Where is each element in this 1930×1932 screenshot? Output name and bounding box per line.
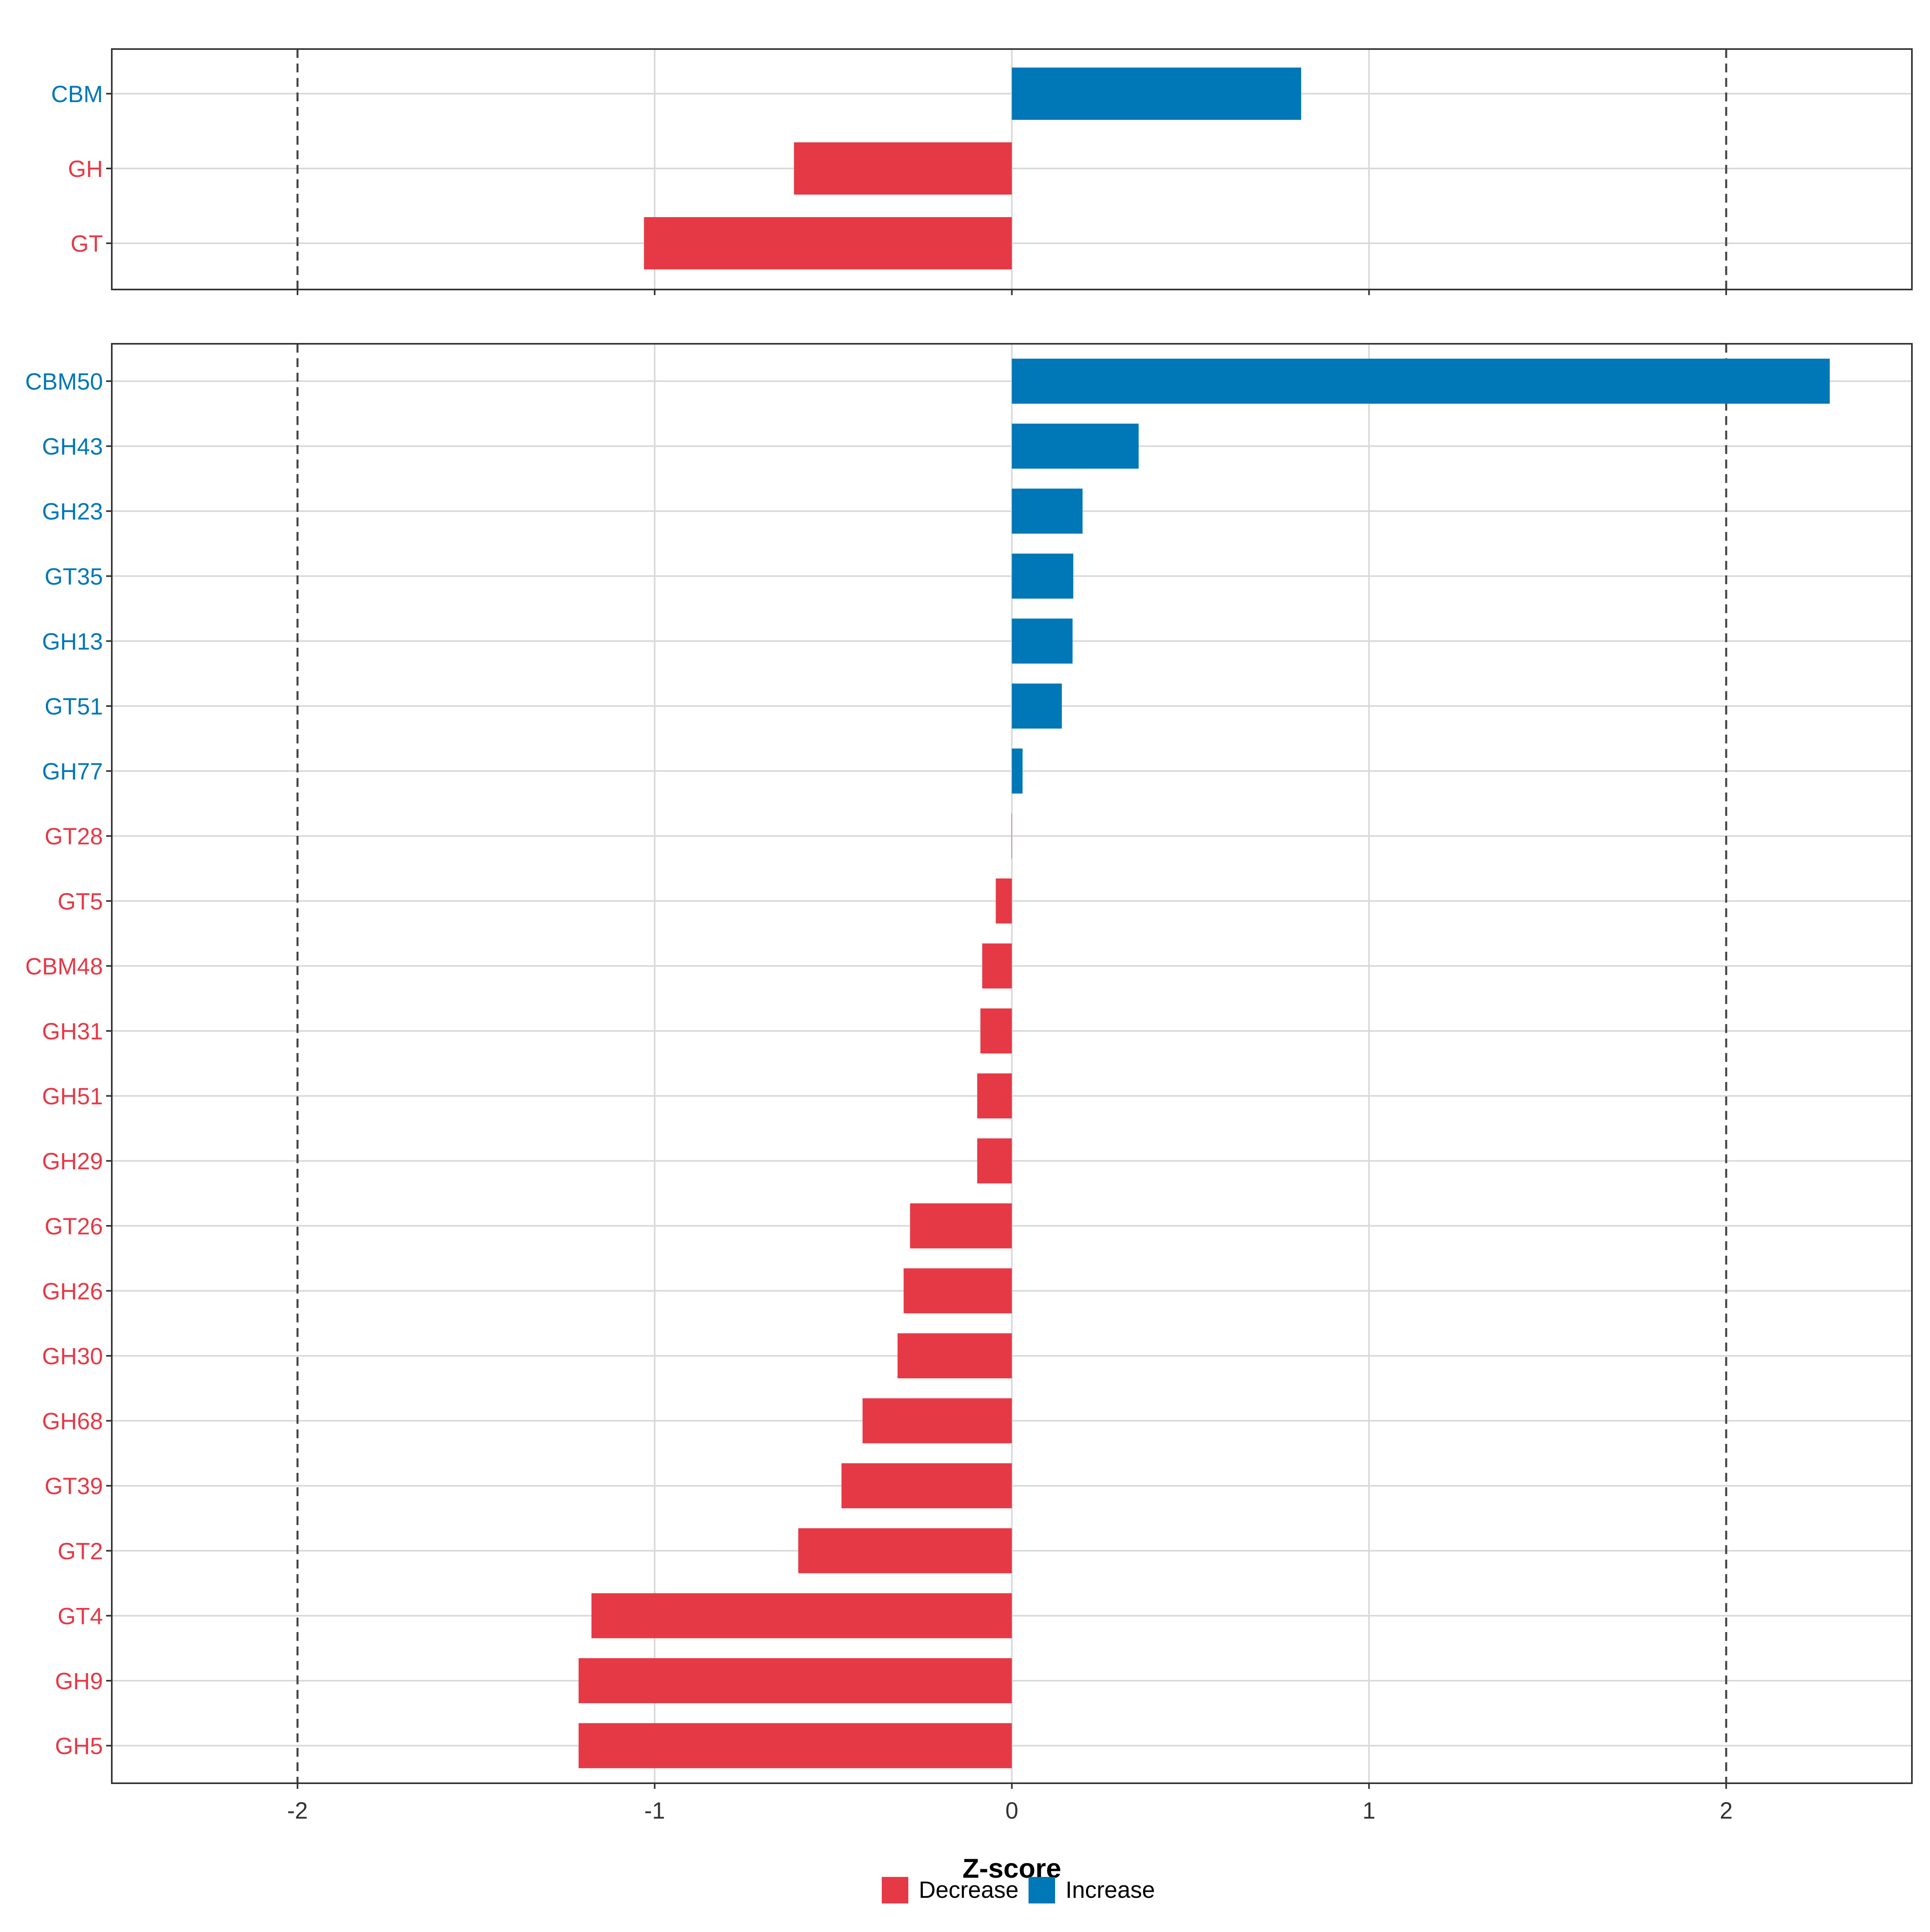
panel-2-bar-gh23 xyxy=(1012,489,1083,534)
panel-2-ytick-label: GH51 xyxy=(42,1084,103,1110)
panel-2-ytick-label: GT26 xyxy=(45,1213,103,1240)
panel-2-ytick-label: GH26 xyxy=(42,1278,103,1304)
panel-2-ytick-label: GH13 xyxy=(42,628,103,655)
panel-2-bar-gt39 xyxy=(841,1463,1012,1509)
panel-2-ytick-label: GH77 xyxy=(42,759,103,785)
panel-1-ytick-label: GH xyxy=(68,156,103,182)
legend-swatch-increase xyxy=(1029,1877,1055,1903)
x-tick-label: 1 xyxy=(1363,1798,1376,1824)
panel-2-bar-cbm50 xyxy=(1012,359,1830,404)
panel-2-bar-gt35 xyxy=(1012,553,1074,599)
panel-2-bar-gh77 xyxy=(1012,748,1023,794)
panel-2-bar-gt26 xyxy=(910,1203,1012,1248)
panel-2-ytick-label: GT28 xyxy=(45,823,103,850)
panel-2-bar-gh43 xyxy=(1012,423,1139,469)
panel-2-bar-gt2 xyxy=(798,1528,1012,1573)
panel-2-ytick-label: GT51 xyxy=(45,694,103,720)
panel-2-bar-gh26 xyxy=(903,1268,1012,1314)
panel-2-ytick-label: GT35 xyxy=(45,564,103,590)
panel-2-ytick-label: GT4 xyxy=(57,1603,103,1629)
legend-label-decrease: Decrease xyxy=(919,1877,1018,1903)
panel-2-ytick-label: GH23 xyxy=(42,499,103,525)
panel-2-bar-gh31 xyxy=(980,1008,1012,1053)
panel-2-ytick-label: CBM50 xyxy=(25,369,103,395)
panel-2-bar-gh30 xyxy=(897,1333,1012,1378)
panel-2-bar-gh9 xyxy=(578,1658,1012,1703)
panel-1-bar-gh xyxy=(794,142,1012,195)
panel-2-bar-gh68 xyxy=(862,1398,1012,1443)
legend-label-increase: Increase xyxy=(1066,1877,1155,1903)
panel-2-bar-gh29 xyxy=(977,1138,1012,1184)
x-tick-label: 2 xyxy=(1720,1798,1733,1824)
panel-1-bar-cbm xyxy=(1012,68,1302,120)
panel-2-bar-gh5 xyxy=(578,1723,1012,1768)
panel-2-bar-gt51 xyxy=(1012,684,1062,729)
panel-2-ytick-label: GT2 xyxy=(57,1538,103,1564)
panel-2-bar-gh51 xyxy=(977,1073,1012,1119)
panel-2-ytick-label: CBM48 xyxy=(25,953,103,979)
panel-2-ytick-label: GT5 xyxy=(57,889,103,915)
legend-swatch-decrease xyxy=(882,1877,908,1903)
panel-2-ytick-label: GH43 xyxy=(42,434,103,460)
panel-2-bar-gh13 xyxy=(1012,618,1073,664)
panel-1-ytick-label: CBM xyxy=(51,81,103,107)
panel-1-ytick-label: GT xyxy=(70,231,103,257)
panel-2-ytick-label: GH68 xyxy=(42,1408,103,1435)
panel-2-ytick-label: GH31 xyxy=(42,1018,103,1045)
panel-2-bar-cbm48 xyxy=(982,943,1012,989)
panel-2-bar-gt5 xyxy=(996,878,1012,924)
panel-2-ytick-label: GH29 xyxy=(42,1148,103,1174)
panel-2-ytick-label: GH30 xyxy=(42,1343,103,1369)
panel-1-bar-gt xyxy=(644,217,1012,269)
panel-2-ytick-label: GT39 xyxy=(45,1473,103,1499)
panel-2-ytick-label: GH5 xyxy=(55,1733,103,1760)
panel-2-bar-gt4 xyxy=(591,1593,1012,1638)
x-tick-label: -1 xyxy=(644,1798,665,1824)
x-tick-label: 0 xyxy=(1005,1798,1018,1824)
panel-2-ytick-label: GH9 xyxy=(55,1668,103,1694)
x-tick-label: -2 xyxy=(287,1798,308,1824)
